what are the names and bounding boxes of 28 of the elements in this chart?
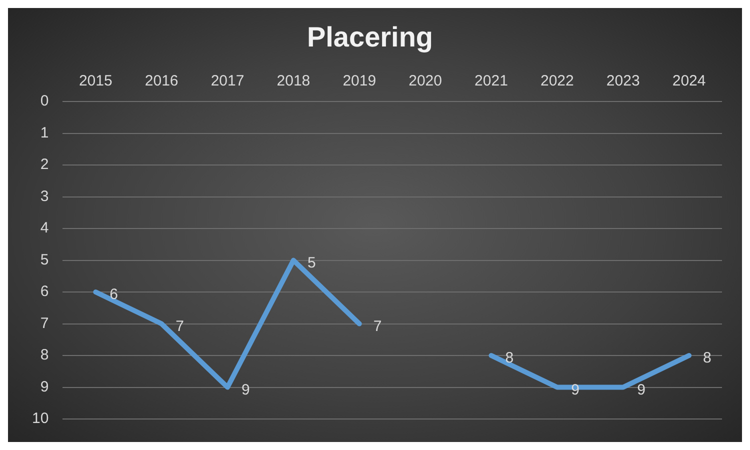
y-tick-label: 2	[40, 156, 49, 174]
data-label: 7	[373, 318, 382, 335]
data-label: 5	[307, 254, 316, 272]
y-tick-label: 6	[40, 283, 49, 300]
x-tick-label: 2019	[342, 72, 376, 90]
y-tick-label: 10	[32, 410, 49, 428]
y-tick-label: 9	[40, 378, 49, 396]
x-tick-label: 2020	[408, 72, 442, 90]
y-tick-label: 7	[40, 314, 49, 332]
y-tick-label: 4	[40, 220, 49, 237]
y-tick-label: 3	[40, 188, 49, 205]
y-tick-label: 5	[40, 251, 49, 268]
x-tick-label: 2015	[78, 72, 112, 90]
data-label: 9	[242, 381, 250, 398]
x-tick-label: 2021	[474, 72, 508, 90]
data-label: 9	[637, 381, 646, 398]
y-tick-label: 8	[40, 346, 49, 364]
data-label: 7	[176, 318, 184, 335]
x-tick-label: 2023	[606, 72, 640, 90]
x-tick-label: 2024	[672, 72, 706, 90]
chart-title: Placering	[306, 22, 434, 53]
x-tick-label: 2017	[210, 72, 244, 90]
y-tick-label: 0	[40, 92, 49, 110]
x-tick-label: 2016	[144, 72, 178, 90]
y-tick-label: 1	[40, 124, 49, 142]
x-tick-label: 2022	[540, 72, 574, 90]
data-label: 8	[703, 350, 712, 367]
x-tick-label: 2018	[276, 72, 310, 90]
